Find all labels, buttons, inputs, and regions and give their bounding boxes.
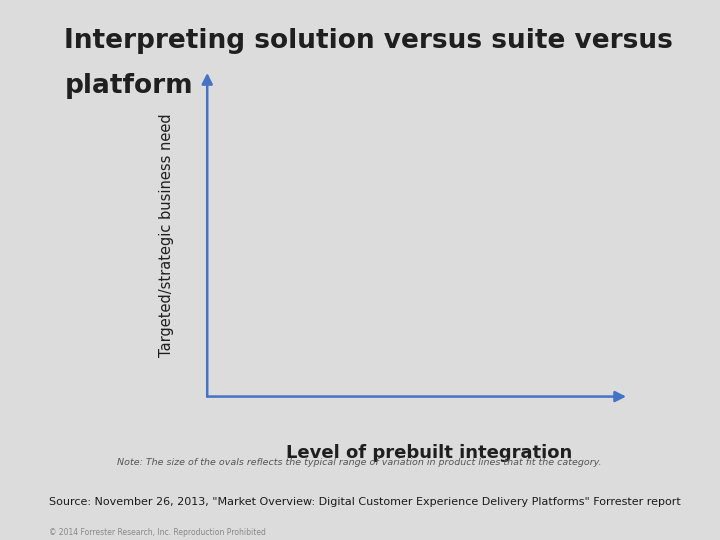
- Text: Note: The size of the ovals reflects the typical range of variation in product l: Note: The size of the ovals reflects the…: [117, 458, 601, 468]
- Text: Source: November 26, 2013, "Market Overview: Digital Customer Experience Deliver: Source: November 26, 2013, "Market Overv…: [49, 497, 680, 507]
- Text: Interpreting solution versus suite versus: Interpreting solution versus suite versu…: [65, 28, 673, 54]
- Text: platform: platform: [65, 73, 193, 99]
- Text: © 2014 Forrester Research, Inc. Reproduction Prohibited: © 2014 Forrester Research, Inc. Reproduc…: [49, 528, 266, 537]
- Text: Targeted/strategic business need: Targeted/strategic business need: [159, 113, 174, 356]
- Text: Level of prebuilt integration: Level of prebuilt integration: [286, 444, 572, 462]
